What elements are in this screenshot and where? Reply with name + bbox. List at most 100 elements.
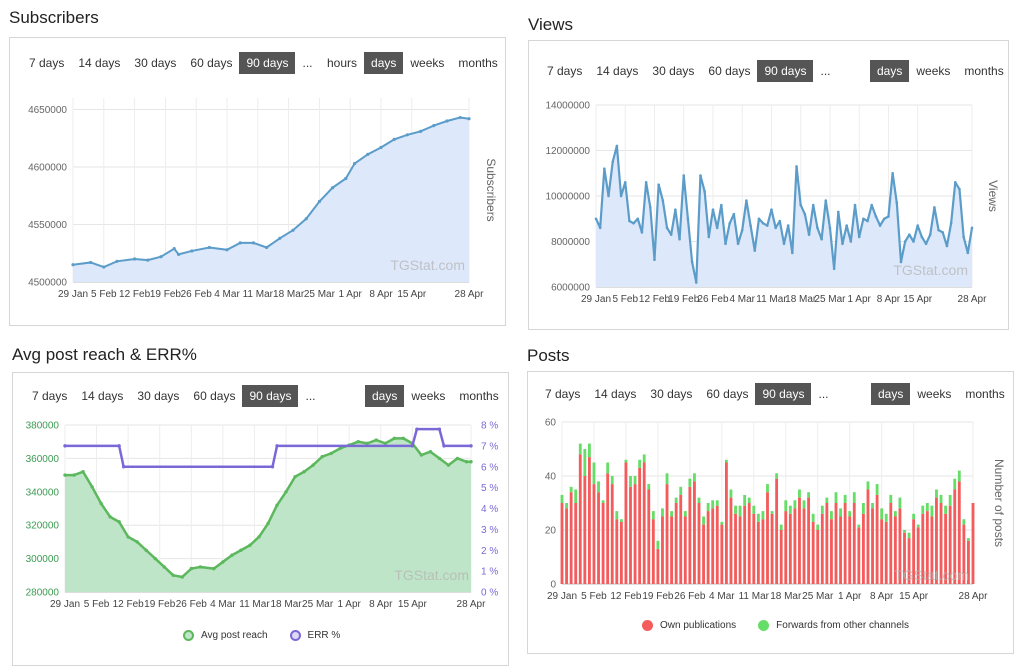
views-point: [832, 267, 836, 271]
views-point: [761, 222, 765, 225]
reach-range-tab[interactable]: 7 days: [32, 389, 68, 403]
subscribers-range-tab[interactable]: 60 days: [190, 56, 233, 70]
own-publications-bar: [921, 513, 925, 584]
legend-item-forwards[interactable]: Forwards from other channels: [758, 620, 909, 631]
legend-item-own-publications[interactable]: Own publications: [642, 620, 736, 631]
views-range-tab[interactable]: 60 days: [708, 64, 751, 78]
forwards-bar: [688, 478, 692, 487]
subscribers-unit-tabs: hours days weeks months: [320, 52, 505, 74]
own-publications-bar: [930, 516, 934, 584]
forwards-bar: [775, 473, 779, 479]
x-tick-label: 18 Mar: [785, 294, 817, 305]
x-tick-label: 18 Mar: [270, 599, 302, 610]
views-point: [791, 251, 794, 255]
own-publications-bar: [738, 516, 742, 584]
forwards-bar: [624, 459, 628, 463]
subscribers-range-tab[interactable]: 7 days: [29, 56, 65, 70]
views-point: [916, 224, 919, 227]
own-publications-bar: [843, 503, 847, 584]
subscribers-unit-tab[interactable]: months: [458, 56, 498, 70]
own-publications-bar: [647, 489, 651, 584]
own-publications-bar: [734, 513, 737, 584]
forwards-bar: [642, 454, 646, 463]
posts-more-ranges[interactable]: ...: [818, 387, 829, 401]
views-point: [636, 217, 640, 221]
views-point: [811, 203, 815, 207]
posts-unit-tab[interactable]: weeks: [917, 387, 952, 401]
reach-point: [469, 460, 473, 464]
views-range-tab[interactable]: 7 days: [547, 64, 583, 78]
y-tick-label: 12000000: [546, 146, 591, 157]
forwards-bar: [683, 511, 687, 517]
own-publications-bar: [944, 513, 948, 584]
reach-point: [63, 473, 67, 477]
subscribers-range-tab[interactable]: 14 days: [78, 56, 121, 70]
posts-unit-tab[interactable]: months: [965, 387, 1005, 401]
own-publications-bar: [711, 508, 715, 584]
own-publications-bar: [802, 508, 806, 584]
reach-point: [257, 535, 261, 539]
reach-range-tab[interactable]: 60 days: [193, 389, 236, 403]
subscribers-range-tab-active[interactable]: 90 days: [239, 52, 296, 74]
posts-range-tab[interactable]: 30 days: [650, 387, 693, 401]
views-point: [757, 217, 761, 221]
y-tick-label: 4550000: [28, 220, 67, 231]
views-point: [828, 226, 832, 230]
views-unit-tab[interactable]: months: [964, 64, 1004, 78]
own-publications-bar: [615, 519, 619, 584]
reach-range-tab-active[interactable]: 90 days: [242, 385, 299, 407]
reach-more-ranges[interactable]: ...: [305, 389, 316, 403]
err-point: [469, 444, 473, 448]
forwards-bar: [679, 486, 683, 495]
views-range-tab[interactable]: 30 days: [652, 64, 695, 78]
subscribers-point: [115, 259, 119, 263]
posts-range-tab[interactable]: 60 days: [706, 387, 749, 401]
views-point: [765, 224, 769, 227]
forwards-bar: [633, 476, 637, 485]
reach-range-tab[interactable]: 14 days: [81, 389, 124, 403]
legend-item-err[interactable]: ERR %: [289, 630, 340, 641]
reach-point: [171, 573, 175, 577]
forwards-bar: [912, 513, 916, 520]
views-range-tab[interactable]: 14 days: [596, 64, 639, 78]
subscribers-more-ranges[interactable]: ...: [302, 56, 313, 70]
x-tick-label: 29 Jan: [50, 599, 80, 610]
views-point: [933, 206, 936, 209]
views-point: [674, 208, 677, 211]
views-point: [895, 201, 899, 205]
subscribers-unit-tab[interactable]: weeks: [410, 56, 445, 70]
watermark: TGStat.com: [390, 257, 465, 273]
own-publications-bar: [651, 519, 655, 584]
own-publications-bar: [592, 484, 596, 584]
forwards-bar: [597, 481, 600, 493]
reach-unit-tab-active[interactable]: days: [365, 385, 405, 407]
views-point: [753, 249, 757, 252]
own-publications-bar: [811, 521, 815, 584]
subscribers-unit-tab[interactable]: hours: [327, 56, 358, 70]
views-point: [837, 210, 840, 214]
subscribers-unit-tab-active[interactable]: days: [364, 52, 404, 74]
posts-unit-tab-active[interactable]: days: [871, 383, 911, 405]
err-point: [117, 444, 121, 448]
x-tick-label: 25 Mar: [302, 599, 334, 610]
views-point: [690, 260, 694, 264]
views-unit-tab[interactable]: weeks: [916, 64, 951, 78]
posts-range-tab-active[interactable]: 90 days: [755, 383, 812, 405]
reach-unit-tab[interactable]: weeks: [411, 389, 446, 403]
views-point: [887, 215, 890, 218]
forwards-bar: [569, 486, 573, 493]
reach-range-tab[interactable]: 30 days: [137, 389, 180, 403]
y2-tick-label: 3 %: [481, 525, 498, 536]
posts-range-tab[interactable]: 14 days: [594, 387, 637, 401]
y-tick-label: 6000000: [551, 283, 590, 294]
views-more-ranges[interactable]: ...: [820, 64, 831, 78]
views-range-tab-active[interactable]: 90 days: [757, 60, 814, 82]
views-unit-tab-active[interactable]: days: [870, 60, 910, 82]
forwards-bar: [944, 505, 948, 514]
posts-range-tab[interactable]: 7 days: [545, 387, 581, 401]
subscribers-range-tab[interactable]: 30 days: [134, 56, 177, 70]
legend-item-avg-reach[interactable]: Avg post reach: [183, 630, 268, 641]
y-tick-label: 300000: [26, 554, 60, 565]
reach-unit-tab[interactable]: months: [459, 389, 499, 403]
forwards-bar: [565, 503, 568, 509]
